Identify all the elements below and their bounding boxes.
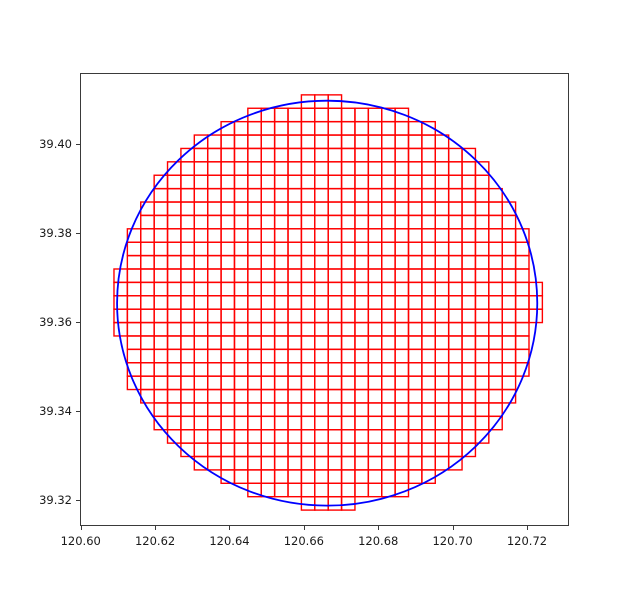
y-tick-label: 39.32 [39, 493, 72, 508]
x-tick-mark [452, 526, 454, 530]
x-tick-label: 120.68 [358, 534, 399, 548]
x-tick-mark [80, 526, 82, 530]
y-tick-label: 39.40 [39, 137, 72, 152]
x-tick-mark [155, 526, 157, 530]
y-tick-mark [76, 322, 80, 324]
x-tick-label: 120.60 [60, 534, 101, 548]
y-tick-mark [76, 144, 80, 146]
x-tick-mark [229, 526, 231, 530]
y-tick-label: 39.38 [39, 226, 72, 241]
x-tick-label: 120.62 [134, 534, 176, 548]
x-tick-label: 120.70 [432, 534, 473, 548]
x-tick-mark [378, 526, 380, 530]
y-tick-label: 39.36 [39, 315, 72, 330]
x-tick-label: 120.72 [506, 534, 548, 548]
x-tick-label: 120.66 [283, 534, 324, 548]
y-tick-mark [76, 411, 80, 413]
y-tick-mark [76, 233, 80, 235]
plot-svg [113, 94, 544, 511]
coverage-circle-layer [116, 99, 539, 507]
y-tick-mark [76, 500, 80, 502]
x-tick-label: 120.64 [209, 534, 250, 548]
grid-cells-layer [113, 94, 544, 511]
y-tick-label: 39.34 [39, 404, 72, 419]
plot-axes [80, 73, 569, 526]
x-tick-mark [303, 526, 305, 530]
x-tick-mark [526, 526, 528, 530]
